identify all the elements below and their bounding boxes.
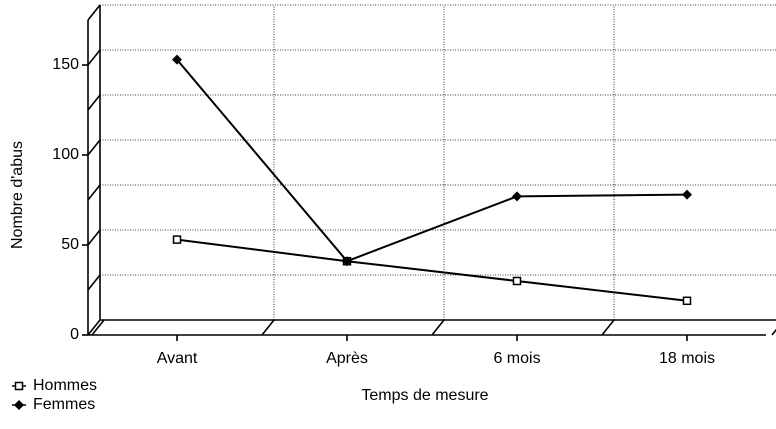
wall-edge xyxy=(87,229,101,246)
wall-edge xyxy=(87,49,101,66)
data-point xyxy=(682,189,692,200)
data-point xyxy=(342,256,352,267)
floor-edge xyxy=(601,319,615,336)
floor-edge xyxy=(771,328,776,336)
series-line xyxy=(176,238,688,302)
y-tick-label: 0 xyxy=(70,326,79,343)
wall-edge xyxy=(87,139,101,156)
x-tick-label: 6 mois xyxy=(493,350,540,367)
y-axis-title: Nombre d'abus xyxy=(9,141,26,249)
data-point xyxy=(512,276,522,286)
series-line xyxy=(176,58,688,263)
wall-edge xyxy=(87,274,101,291)
data-point xyxy=(512,191,522,202)
legend-label: Hommes xyxy=(33,377,97,394)
y-tick-label: 50 xyxy=(61,236,79,253)
floor-edge xyxy=(91,319,105,336)
x-tick-label: Avant xyxy=(157,350,198,367)
data-point xyxy=(172,235,182,244)
legend-marker xyxy=(14,400,24,410)
wall-edge xyxy=(87,4,101,21)
wall-edge xyxy=(87,319,101,336)
x-tick-label: 18 mois xyxy=(659,350,715,367)
legend-label: Femmes xyxy=(33,396,95,413)
floor-edge xyxy=(261,319,275,336)
y-tick-label: 150 xyxy=(52,56,79,73)
legend-marker xyxy=(14,381,24,391)
data-point xyxy=(172,54,182,65)
wall-edge xyxy=(87,184,101,201)
x-tick-label: Après xyxy=(326,350,368,367)
wall-edge xyxy=(87,94,101,111)
y-tick-label: 100 xyxy=(52,146,79,163)
x-axis-title: Temps de mesure xyxy=(361,387,488,404)
data-point xyxy=(682,296,692,306)
floor-edge xyxy=(431,319,445,336)
